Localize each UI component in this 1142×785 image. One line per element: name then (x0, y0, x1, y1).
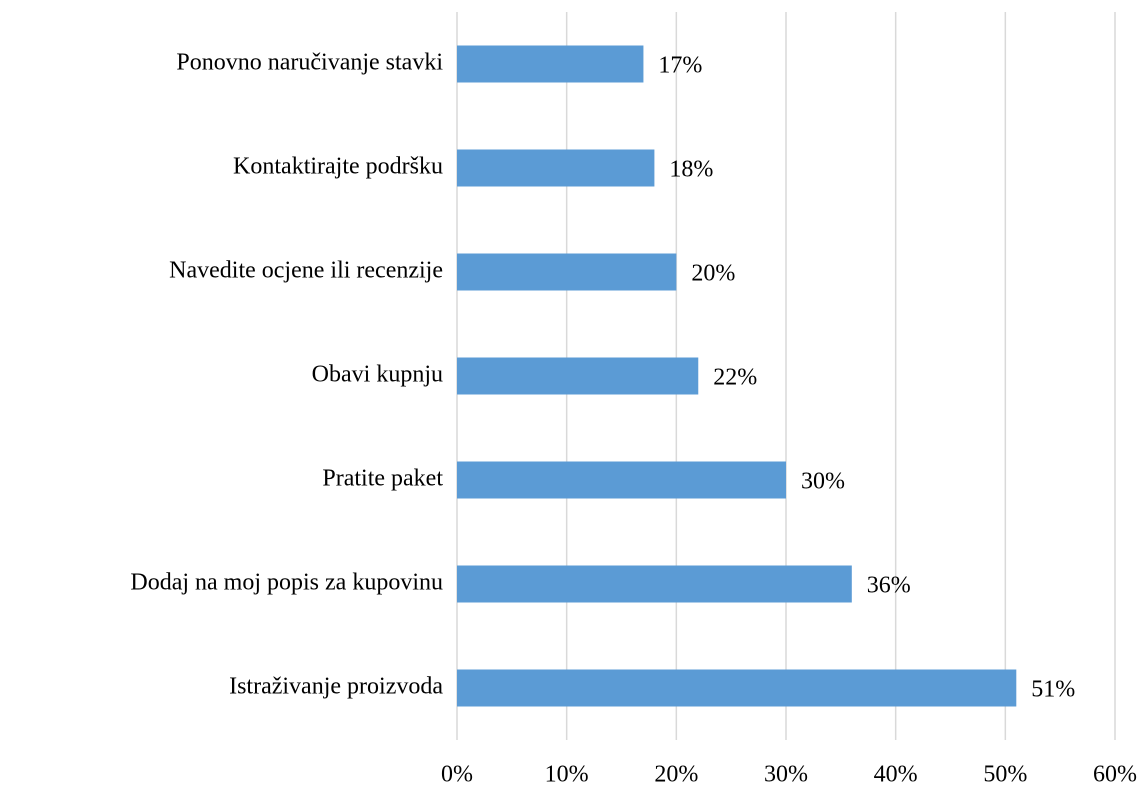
bar (457, 565, 852, 603)
x-tick-label: 10% (545, 762, 589, 785)
x-tick-label: 60% (1093, 762, 1137, 785)
x-tick-label: 50% (983, 762, 1027, 785)
value-label: 30% (801, 469, 845, 495)
category-label: Dodaj na moj popis za kupovinu (130, 570, 443, 596)
bar (457, 357, 699, 395)
bar (457, 45, 644, 83)
category-label: Navedite ocjene ili recenzije (169, 258, 443, 284)
value-label: 36% (867, 573, 911, 599)
category-label: Obavi kupnju (312, 362, 443, 388)
bar (457, 149, 655, 187)
bar (457, 669, 1017, 707)
x-tick-label: 40% (874, 762, 918, 785)
value-label: 22% (713, 365, 757, 391)
x-tick-label: 20% (654, 762, 698, 785)
category-label: Ponovno naručivanje stavki (176, 50, 443, 76)
x-tick-label: 0% (441, 762, 473, 785)
value-label: 17% (658, 53, 702, 79)
category-label: Pratite paket (322, 466, 443, 492)
bar (457, 461, 786, 499)
value-label: 51% (1031, 677, 1075, 703)
bar (457, 253, 677, 291)
value-label: 20% (691, 261, 735, 287)
x-tick-label: 30% (764, 762, 808, 785)
category-label: Istraživanje proizvoda (229, 674, 443, 700)
value-label: 18% (669, 157, 713, 183)
category-label: Kontaktirajte podršku (233, 154, 443, 180)
